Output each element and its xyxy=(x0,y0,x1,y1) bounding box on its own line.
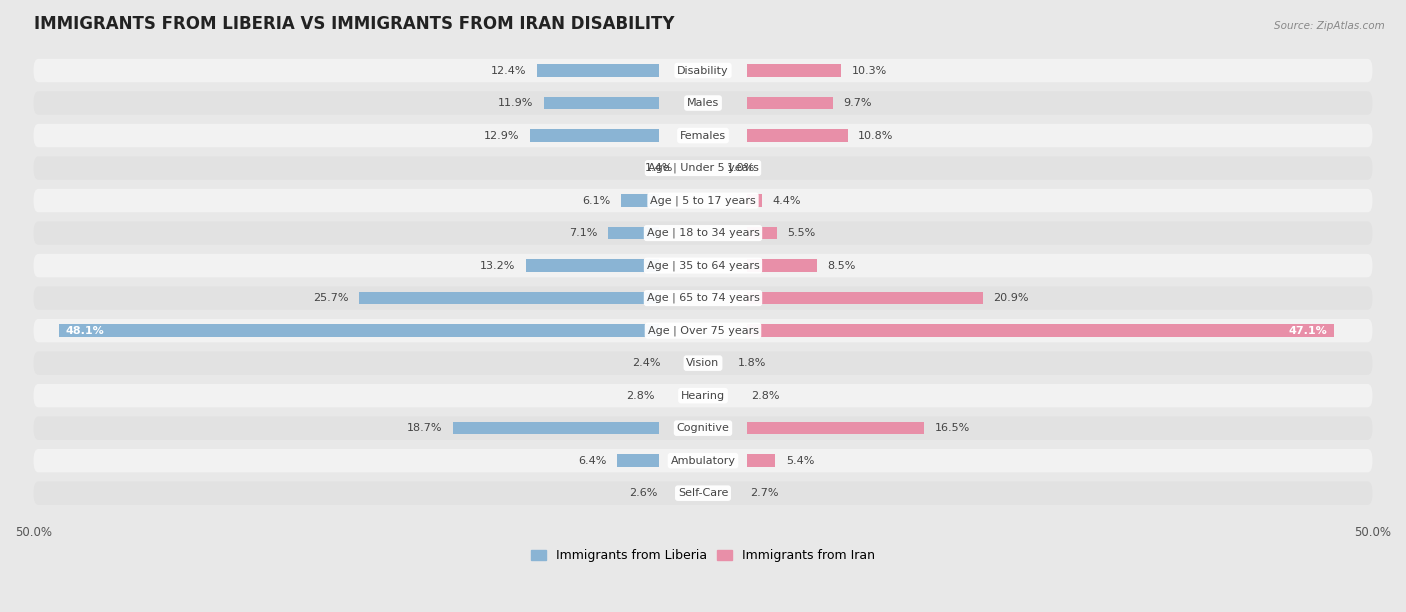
Text: 7.1%: 7.1% xyxy=(569,228,598,238)
Text: 1.4%: 1.4% xyxy=(645,163,673,173)
Bar xyxy=(59,324,659,337)
Text: 47.1%: 47.1% xyxy=(1288,326,1327,335)
Text: IMMIGRANTS FROM LIBERIA VS IMMIGRANTS FROM IRAN DISABILITY: IMMIGRANTS FROM LIBERIA VS IMMIGRANTS FR… xyxy=(34,15,673,33)
Bar xyxy=(747,195,762,207)
Bar xyxy=(621,195,659,207)
Bar xyxy=(747,259,817,272)
Text: 10.8%: 10.8% xyxy=(858,130,894,141)
Bar xyxy=(747,227,776,239)
FancyBboxPatch shape xyxy=(34,286,1372,310)
Text: 10.3%: 10.3% xyxy=(852,65,887,75)
Text: Age | 35 to 64 years: Age | 35 to 64 years xyxy=(647,260,759,271)
Bar xyxy=(537,64,659,76)
Text: 8.5%: 8.5% xyxy=(828,261,856,271)
Bar xyxy=(747,129,848,142)
Text: Cognitive: Cognitive xyxy=(676,423,730,433)
FancyBboxPatch shape xyxy=(34,91,1372,114)
Text: 20.9%: 20.9% xyxy=(994,293,1029,303)
Text: 12.9%: 12.9% xyxy=(484,130,520,141)
Text: 13.2%: 13.2% xyxy=(481,261,516,271)
Text: 9.7%: 9.7% xyxy=(844,98,872,108)
FancyBboxPatch shape xyxy=(34,449,1372,472)
Text: 11.9%: 11.9% xyxy=(498,98,533,108)
Text: 6.1%: 6.1% xyxy=(582,196,610,206)
Text: 1.8%: 1.8% xyxy=(738,358,766,368)
FancyBboxPatch shape xyxy=(34,156,1372,180)
Text: 18.7%: 18.7% xyxy=(406,423,441,433)
Text: 2.7%: 2.7% xyxy=(749,488,779,498)
Bar xyxy=(747,324,1334,337)
FancyBboxPatch shape xyxy=(34,384,1372,408)
Bar xyxy=(617,455,659,467)
Bar xyxy=(747,64,841,76)
Text: 2.6%: 2.6% xyxy=(628,488,658,498)
Bar xyxy=(359,292,659,304)
Bar xyxy=(747,455,775,467)
Text: Males: Males xyxy=(688,98,718,108)
Text: Source: ZipAtlas.com: Source: ZipAtlas.com xyxy=(1274,21,1385,31)
Text: 2.8%: 2.8% xyxy=(626,390,655,401)
FancyBboxPatch shape xyxy=(34,351,1372,375)
Bar xyxy=(526,259,659,272)
Text: 5.4%: 5.4% xyxy=(786,456,814,466)
FancyBboxPatch shape xyxy=(34,482,1372,505)
Text: Hearing: Hearing xyxy=(681,390,725,401)
Text: 16.5%: 16.5% xyxy=(935,423,970,433)
Text: 2.8%: 2.8% xyxy=(751,390,780,401)
Bar xyxy=(747,97,832,109)
Text: Age | 65 to 74 years: Age | 65 to 74 years xyxy=(647,293,759,304)
Text: Self-Care: Self-Care xyxy=(678,488,728,498)
Text: Vision: Vision xyxy=(686,358,720,368)
Bar xyxy=(544,97,659,109)
FancyBboxPatch shape xyxy=(34,124,1372,147)
Bar xyxy=(530,129,659,142)
Text: 4.4%: 4.4% xyxy=(773,196,801,206)
Bar xyxy=(607,227,659,239)
Bar xyxy=(453,422,659,435)
FancyBboxPatch shape xyxy=(34,254,1372,277)
Text: 5.5%: 5.5% xyxy=(787,228,815,238)
Text: Disability: Disability xyxy=(678,65,728,75)
Text: Age | Over 75 years: Age | Over 75 years xyxy=(648,326,758,336)
Text: Females: Females xyxy=(681,130,725,141)
Text: 12.4%: 12.4% xyxy=(491,65,526,75)
Legend: Immigrants from Liberia, Immigrants from Iran: Immigrants from Liberia, Immigrants from… xyxy=(526,544,880,567)
Text: 25.7%: 25.7% xyxy=(312,293,349,303)
Text: 48.1%: 48.1% xyxy=(66,326,104,335)
Text: 6.4%: 6.4% xyxy=(578,456,606,466)
Bar xyxy=(747,292,983,304)
Text: Age | 18 to 34 years: Age | 18 to 34 years xyxy=(647,228,759,238)
Text: Age | Under 5 years: Age | Under 5 years xyxy=(648,163,758,173)
Text: Ambulatory: Ambulatory xyxy=(671,456,735,466)
Bar xyxy=(747,422,924,435)
Text: Age | 5 to 17 years: Age | 5 to 17 years xyxy=(650,195,756,206)
FancyBboxPatch shape xyxy=(34,59,1372,82)
FancyBboxPatch shape xyxy=(34,416,1372,440)
FancyBboxPatch shape xyxy=(34,222,1372,245)
Text: 1.0%: 1.0% xyxy=(727,163,755,173)
FancyBboxPatch shape xyxy=(34,319,1372,342)
Text: 2.4%: 2.4% xyxy=(631,358,661,368)
FancyBboxPatch shape xyxy=(34,189,1372,212)
